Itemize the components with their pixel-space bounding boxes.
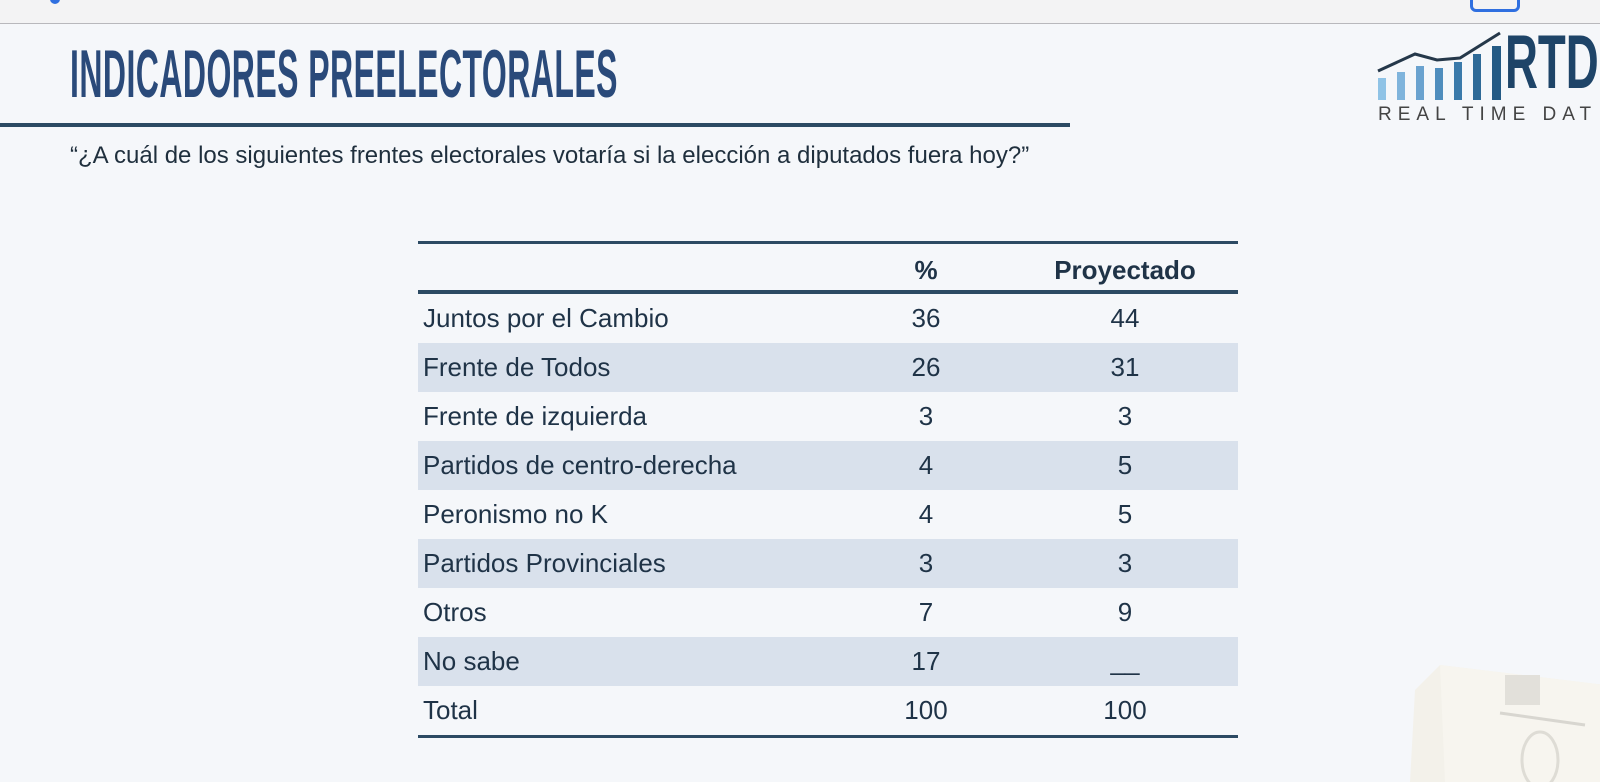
table-row: Total 100 100 (418, 686, 1238, 736)
toolbar-indicator-icon[interactable] (50, 0, 60, 4)
table-row: Otros 7 9 (418, 588, 1238, 637)
toolbar-button[interactable] (1470, 0, 1520, 12)
projected-cell: 31 (1110, 351, 1140, 382)
table-header-row: % Proyectado (418, 242, 1238, 292)
column-header-percent: % (914, 254, 938, 285)
projected-cell: 44 (1110, 302, 1140, 333)
rtd-logo-icon (1377, 31, 1501, 100)
percent-cell: 7 (918, 596, 934, 627)
party-cell: Frente de izquierda (423, 400, 648, 431)
page-title: INDICADORES PREELECTORALES (70, 36, 618, 112)
projected-cell: 3 (1117, 547, 1133, 578)
percent-cell: 26 (911, 351, 941, 382)
results-table: % Proyectado Juntos por el Cambio 36 44 Fre… (418, 241, 1238, 738)
column-header-projected: Proyectado (1054, 254, 1196, 285)
title-divider (0, 123, 1070, 127)
percent-cell: 100 (904, 694, 948, 725)
percent-cell: 4 (918, 449, 934, 480)
percent-cell: 4 (918, 498, 934, 529)
projected-cell: 100 (1103, 694, 1147, 725)
percent-cell: 3 (918, 547, 934, 578)
congress-building-image (1410, 665, 1600, 782)
percent-cell: 36 (911, 302, 941, 333)
projected-cell: 9 (1117, 596, 1133, 627)
logo-brand: RTD (1505, 20, 1599, 105)
party-cell: Otros (423, 596, 487, 627)
projected-cell: 5 (1117, 449, 1133, 480)
table-row: Frente de Todos 26 31 (418, 342, 1238, 392)
table-row: Partidos Provinciales 3 3 (418, 538, 1238, 588)
table-row: Partidos de centro-derecha 4 5 (418, 440, 1238, 490)
party-cell: Juntos por el Cambio (423, 302, 669, 333)
percent-cell: 17 (911, 645, 941, 676)
table-row: Frente de izquierda 3 3 (418, 392, 1238, 441)
projected-cell: 3 (1117, 400, 1133, 431)
column-header-party (418, 243, 840, 292)
party-cell: No sabe (423, 645, 520, 676)
projected-cell: 5 (1117, 498, 1133, 529)
party-cell: Frente de Todos (423, 351, 611, 382)
party-cell: Total (423, 694, 478, 725)
percent-cell: 3 (918, 400, 934, 431)
logo-tagline: REAL TIME DAT (1378, 104, 1598, 125)
table-row: Juntos por el Cambio 36 44 (418, 292, 1238, 343)
party-cell: Partidos de centro-derecha (423, 449, 737, 480)
party-cell: Partidos Provinciales (423, 547, 666, 578)
party-cell: Peronismo no K (423, 498, 608, 529)
browser-toolbar (0, 0, 1600, 24)
table-row: No sabe 17 __ (418, 636, 1238, 686)
projected-cell: __ (1110, 645, 1140, 676)
table-row: Peronismo no K 4 5 (418, 490, 1238, 539)
survey-question: “¿A cuál de los siguientes frentes elect… (70, 142, 1030, 169)
